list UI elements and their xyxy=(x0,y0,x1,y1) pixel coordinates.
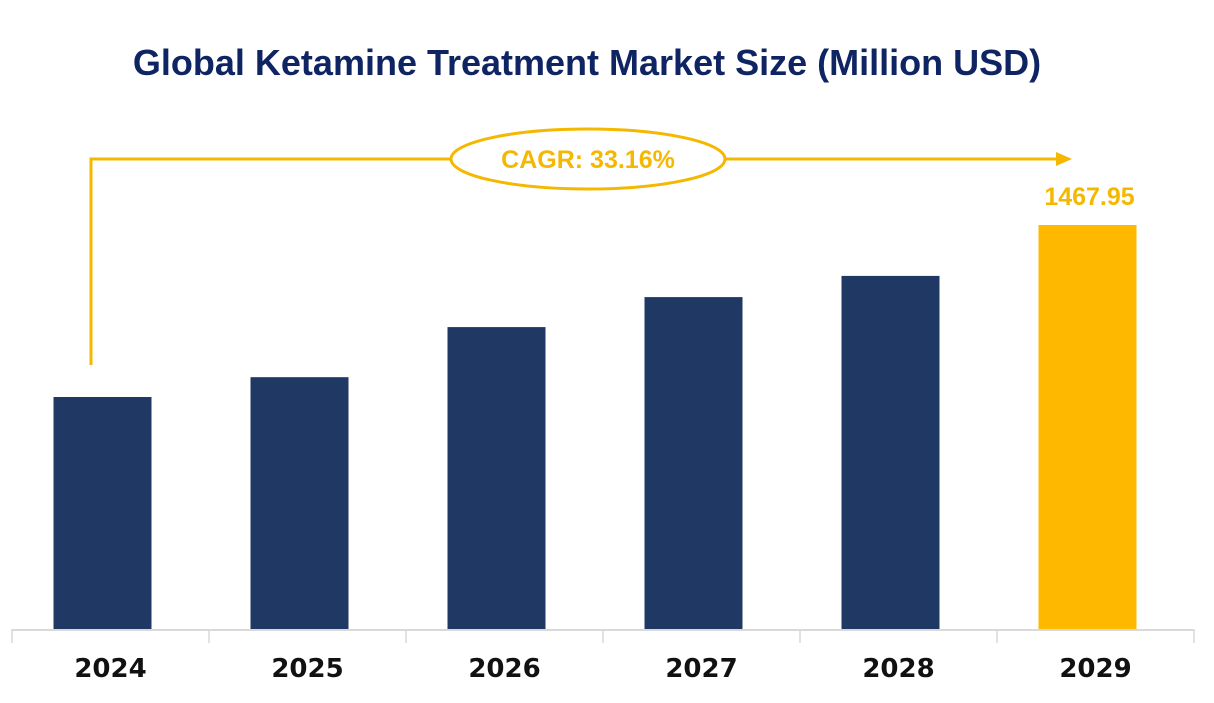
bar-2024 xyxy=(53,396,152,629)
x-tick-label: 2025 xyxy=(271,654,343,684)
bar-2027 xyxy=(644,297,743,629)
x-tick-label: 2024 xyxy=(74,654,146,684)
x-tick-label: 2029 xyxy=(1059,654,1131,684)
x-tick-label: 2028 xyxy=(862,654,934,684)
bar-2028 xyxy=(841,275,940,629)
cagr-annotation: CAGR: 33.16% xyxy=(89,127,1072,365)
cagr-label: CAGR: 33.16% xyxy=(501,146,675,174)
cagr-ellipse xyxy=(449,127,727,191)
cagr-arrow-line xyxy=(89,157,1060,365)
arrow-head-icon xyxy=(1056,152,1072,166)
chart-title: Global Ketamine Treatment Market Size (M… xyxy=(133,42,1041,83)
bar-2025 xyxy=(250,377,349,629)
x-tick-label: 2026 xyxy=(468,654,540,684)
bar-2029 xyxy=(1038,225,1137,629)
bar-2026 xyxy=(447,327,546,629)
data-label: 1467.95 xyxy=(1044,183,1134,211)
x-tick-label: 2027 xyxy=(665,654,737,684)
